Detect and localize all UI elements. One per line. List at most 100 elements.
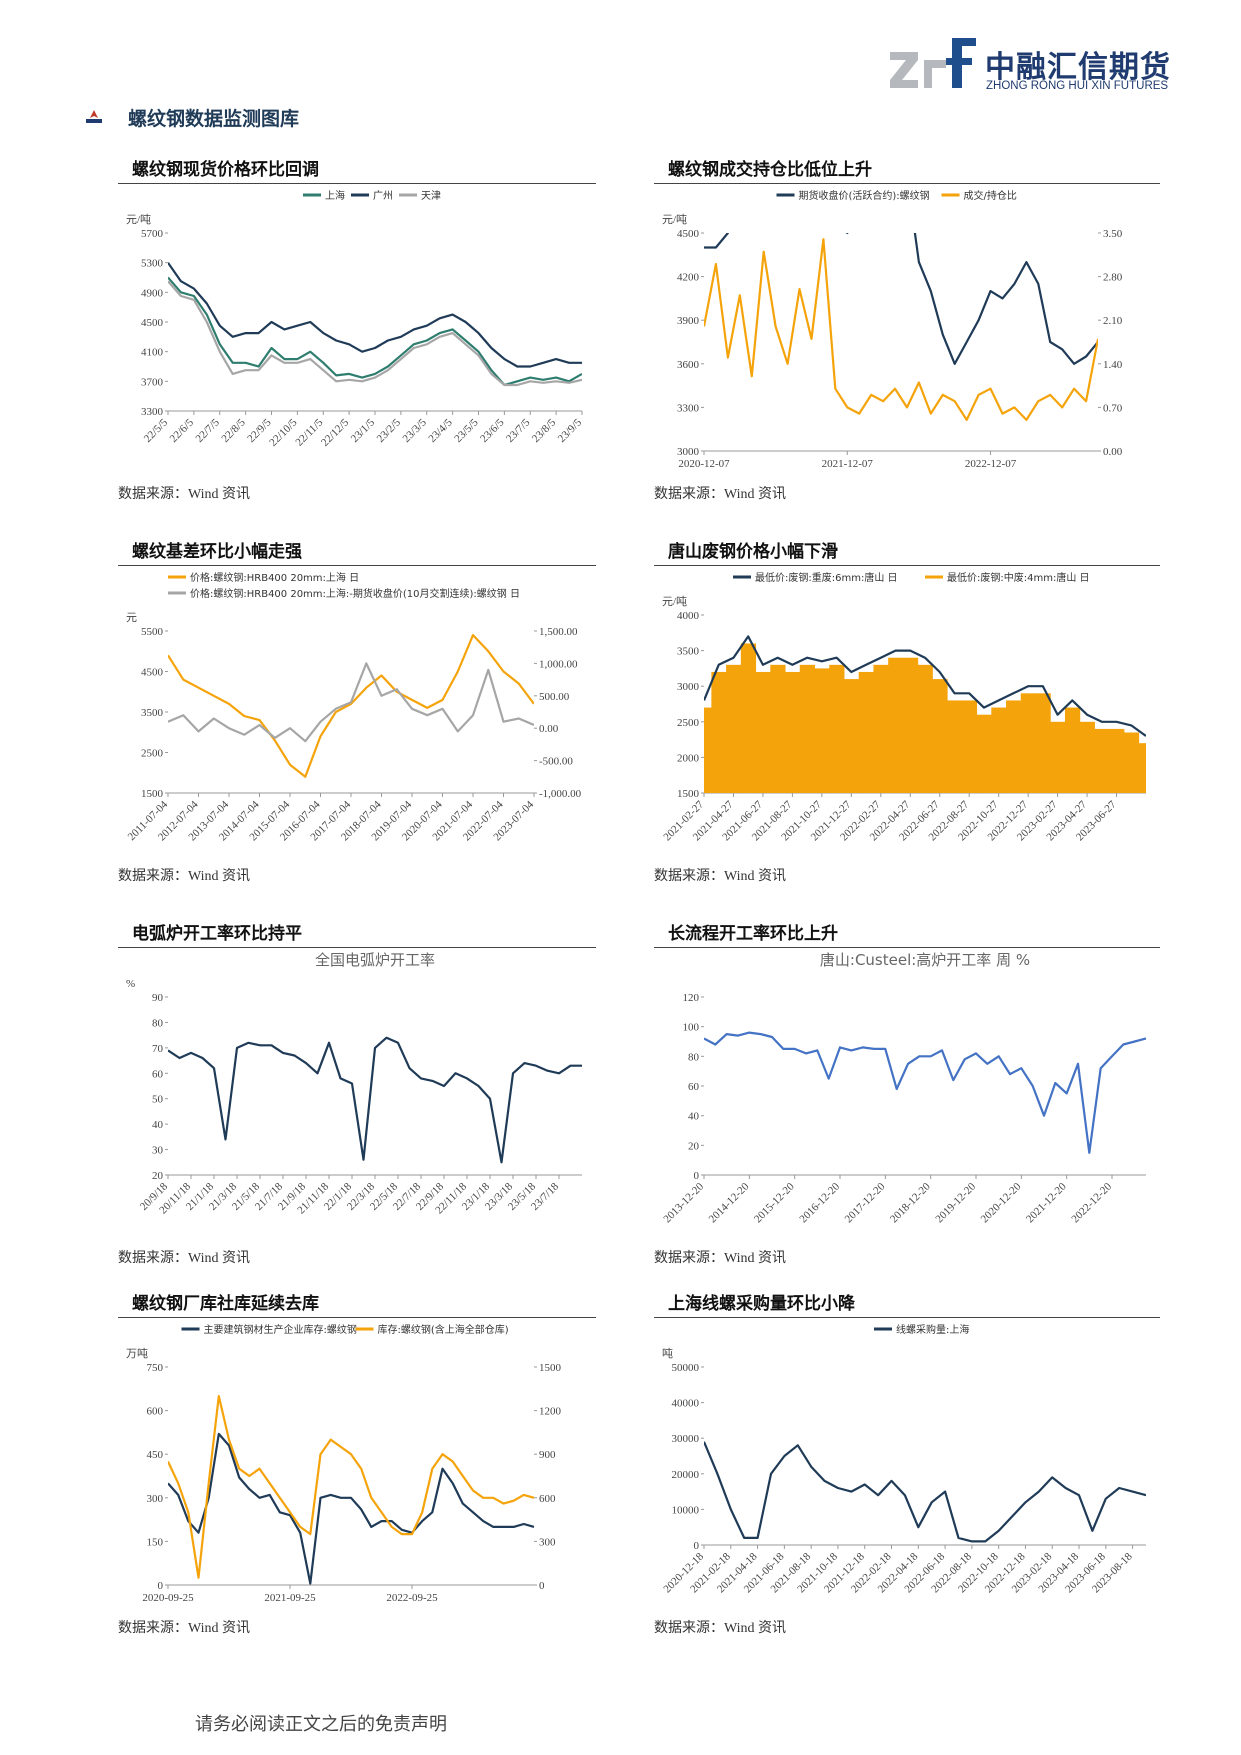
y-tick-label: 4500 [141, 317, 164, 329]
legend-label: 天津 [421, 190, 441, 202]
legend-label: 广州 [373, 190, 393, 202]
y-axis-unit: 元/吨 [126, 213, 151, 226]
y-tick-label: 5700 [141, 228, 164, 240]
y-tick-label: 450 [147, 1449, 164, 1461]
y-tick-label: 3300 [677, 402, 700, 414]
y-tick-label: 150 [147, 1536, 164, 1548]
source-note: 数据来源：Wind 资讯 [654, 869, 787, 884]
legend-label: 价格:螺纹钢:HRB400 20mm:上海 日 [190, 571, 359, 584]
plot [168, 262, 582, 387]
x-tick-label: 23/2/5 [375, 416, 404, 445]
source-note: 数据来源：Wind 资讯 [118, 1621, 251, 1636]
chart-heading: 唐山废钢价格小幅下滑 [654, 537, 1160, 566]
area-bar [1006, 700, 1022, 793]
area-bar [740, 643, 757, 793]
x-tick-label: 2016-12-20 [797, 1180, 842, 1225]
y-tick-label: 3000 [677, 446, 700, 458]
plot [704, 635, 1146, 793]
area-bar [829, 664, 845, 793]
legend-label: 库存:螺纹钢(含上海全部仓库) [378, 1323, 509, 1336]
y-tick-label: -1,000.00 [539, 788, 582, 800]
area-bar [858, 671, 874, 793]
area-bar [873, 664, 889, 793]
y-tick-label: 600 [147, 1406, 164, 1418]
chart: 上海 广州 天津元/吨 3300 3700 4100 4500 4900 5300 5700 22/… [126, 189, 585, 449]
area-bar [991, 707, 1007, 793]
x-tick-label: 2019-12-20 [933, 1180, 978, 1225]
x-tick-label: 2015-12-20 [752, 1180, 797, 1225]
y-tick-label: 5500 [141, 626, 164, 638]
plot [704, 1441, 1146, 1543]
logo-mark [890, 38, 976, 88]
y-axis-unit: 吨 [662, 1347, 673, 1360]
area-bar [917, 664, 933, 793]
x-tick-label: 2022-12-07 [965, 458, 1017, 470]
y-tick-label: 0 [694, 1170, 700, 1182]
y-tick-label: 4000 [677, 610, 700, 622]
series-line [168, 276, 582, 387]
x-tick-label: 22/5/5 [142, 416, 171, 445]
series-line [704, 233, 1098, 365]
y-axis-unit: 元 [126, 612, 137, 624]
area-bar [1020, 693, 1036, 793]
source-note: 数据来源：Wind 资讯 [118, 869, 251, 884]
y-tick-label: 80 [152, 1017, 164, 1029]
y-tick-label: 0 [694, 1540, 700, 1552]
legend-label: 最低价:废钢:中废:4mm:唐山 日 [947, 571, 1090, 584]
y-tick-label: 30000 [672, 1433, 700, 1445]
y-axis-unit: % [126, 978, 135, 990]
x-tick-label: 23/4/5 [426, 416, 455, 445]
chart-heading: 螺纹钢成交持仓比低位上升 [654, 155, 1160, 184]
area-bar [711, 671, 727, 793]
y-tick-label: 100 [683, 1022, 700, 1034]
y-tick-label: 70 [152, 1043, 164, 1055]
series-line [168, 662, 534, 743]
plot [168, 1395, 534, 1585]
series-line [704, 1441, 1146, 1543]
y-tick-label: 0 [539, 1580, 545, 1592]
area-bar [843, 679, 860, 793]
company-en: ZHONG RONG HUI XIN FUTURES [986, 80, 1169, 92]
y-tick-label: 2500 [677, 717, 700, 729]
y-tick-label: 1500 [141, 788, 164, 800]
chart-heading: 螺纹基差环比小幅走强 [118, 537, 596, 566]
y-tick-label: 3300 [141, 406, 164, 418]
y-tick-label: 900 [539, 1449, 556, 1461]
x-tick-label: 2018-12-20 [888, 1180, 933, 1225]
y-tick-label: 2000 [677, 752, 700, 764]
legend-label: 主要建筑钢材生产企业库存:螺纹钢 [204, 1323, 357, 1336]
area-bar [1094, 728, 1110, 793]
legend-label: 上海 [325, 189, 345, 202]
source-note: 数据来源：Wind 资讯 [654, 487, 787, 502]
x-tick-label: 2021-12-20 [1024, 1180, 1069, 1225]
series-line [704, 238, 1098, 421]
x-tick-label: 2020-09-25 [142, 1592, 194, 1604]
chart: 最低价:废钢:重废:6mm:唐山 日 最低价:废钢:中废:4mm:唐山 日元/吨 1… [661, 571, 1146, 843]
y-tick-label: 1200 [539, 1406, 562, 1418]
y-tick-label: 2500 [141, 748, 164, 760]
y-tick-label: 1.40 [1103, 359, 1123, 371]
x-tick-label: 23/9/5 [556, 416, 585, 445]
x-tick-label: 2020-12-20 [979, 1180, 1024, 1225]
y-tick-label: 300 [147, 1493, 164, 1505]
inner-title: 全国电弧炉开工率 [315, 951, 435, 969]
y-tick-label: 3700 [141, 376, 164, 388]
y-tick-label: 3500 [141, 707, 164, 719]
x-tick-label: 22/11/5 [293, 416, 325, 448]
y-tick-label: 4500 [677, 228, 700, 240]
plot [168, 1036, 582, 1164]
y-tick-label: 20000 [672, 1469, 700, 1481]
y-tick-label: 4900 [141, 287, 164, 299]
section-title: 螺纹钢数据监测图库 [128, 108, 300, 130]
source-note: 数据来源：Wind 资讯 [118, 1251, 251, 1266]
area-bar [785, 671, 801, 793]
plot [704, 1031, 1146, 1154]
area-bar [726, 664, 742, 793]
x-tick-label: 22/7/5 [193, 416, 222, 445]
x-tick-label: 22/12/5 [319, 416, 352, 449]
plot [704, 233, 1098, 421]
y-tick-label: 4500 [141, 667, 164, 679]
area-bar [814, 668, 830, 793]
y-tick-label: 1500 [539, 1362, 562, 1374]
